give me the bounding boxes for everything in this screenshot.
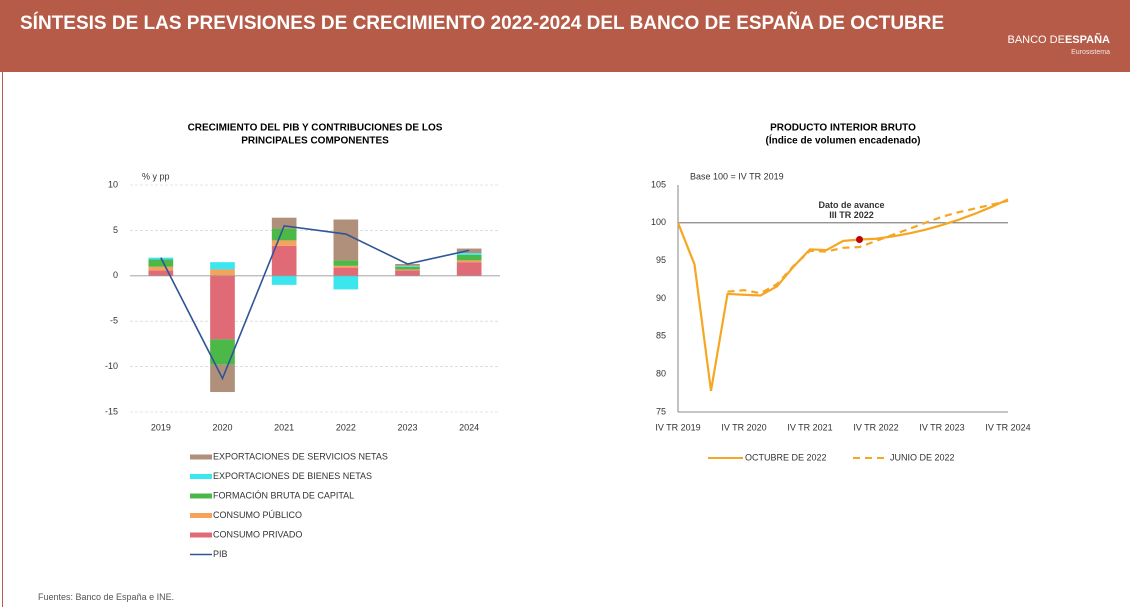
series-line — [727, 199, 1009, 295]
bar-segment — [456, 254, 482, 261]
bar-segment — [395, 269, 420, 271]
bar-segment — [395, 266, 420, 270]
bar-segment — [271, 245, 297, 276]
bar-segment — [271, 240, 297, 246]
y-tick-label: 80 — [656, 369, 666, 379]
legend-label: EXPORTACIONES DE BIENES NETAS — [213, 471, 372, 481]
x-tick-label: IV TR 2022 — [853, 422, 898, 432]
y-tick-label: 100 — [651, 217, 666, 227]
x-tick-label: 2021 — [274, 422, 294, 432]
legend-label: FORMACIÓN BRUTA DE CAPITAL — [213, 490, 354, 500]
chart-title: (Índice de volumen encadenado) — [765, 134, 920, 147]
y-tick-label: 75 — [656, 406, 666, 416]
chart-title: PRODUCTO INTERIOR BRUTO — [770, 123, 916, 134]
bar-segment — [271, 228, 297, 241]
x-tick-label: IV TR 2020 — [721, 422, 766, 432]
y-tick-label: -5 — [110, 316, 118, 326]
bar-segment — [456, 260, 482, 263]
legend-swatch — [190, 532, 212, 538]
bar-segment — [333, 219, 359, 261]
legend-label: CONSUMO PRIVADO — [213, 529, 302, 539]
y-tick-label: 10 — [108, 179, 118, 189]
bar-segment — [148, 259, 174, 267]
bar-segment — [456, 253, 482, 255]
chart-title: PRINCIPALES COMPONENTES — [241, 136, 389, 147]
y-axis-label: Base 100 = IV TR 2019 — [690, 171, 784, 181]
y-tick-label: 90 — [656, 293, 666, 303]
frame-line — [2, 72, 3, 607]
bar-segment — [395, 270, 420, 276]
bar-segment — [148, 270, 174, 276]
bar-segment — [395, 265, 420, 267]
legend-swatch — [190, 474, 212, 479]
y-axis-label: % y pp — [142, 171, 170, 181]
bar-segment — [271, 217, 297, 229]
legend-label: OCTUBRE DE 2022 — [745, 452, 827, 462]
legend-label: EXPORTACIONES DE SERVICIOS NETAS — [213, 451, 388, 461]
bar-segment — [210, 262, 235, 270]
y-tick-label: 105 — [651, 179, 666, 189]
x-tick-label: IV TR 2023 — [919, 422, 964, 432]
legend-label: CONSUMO PÚBLICO — [213, 510, 302, 520]
bar-segment — [271, 275, 297, 285]
y-tick-label: -10 — [105, 361, 118, 371]
slide-title: SÍNTESIS DE LAS PREVISIONES DE CRECIMIEN… — [20, 13, 945, 34]
bar-segment — [333, 275, 359, 290]
bar-segment — [210, 269, 235, 276]
logo-bold: ESPAÑA — [1064, 34, 1110, 46]
logo-light: BANCO DE — [1007, 34, 1065, 46]
logo: BANCO DEESPAÑA Eurosistema — [1008, 34, 1111, 56]
x-tick-label: 2019 — [151, 422, 171, 432]
y-tick-label: 95 — [656, 255, 666, 265]
x-tick-label: 2020 — [212, 422, 232, 432]
x-tick-label: IV TR 2024 — [985, 422, 1030, 432]
y-tick-label: -15 — [105, 406, 118, 416]
series-line — [160, 224, 470, 381]
y-tick-label: 5 — [113, 225, 118, 235]
annotation: Dato de avance — [818, 200, 884, 210]
logo-sub: Eurosistema — [1071, 49, 1110, 56]
x-tick-label: 2024 — [459, 422, 479, 432]
bar-segment — [333, 265, 359, 268]
annotation: III TR 2022 — [829, 210, 874, 220]
bar-segment — [333, 267, 359, 276]
y-tick-label: 85 — [656, 331, 666, 341]
x-tick-label: 2022 — [336, 422, 356, 432]
bar-segment — [210, 275, 235, 340]
bar-segment — [148, 266, 174, 271]
legend-swatch — [190, 513, 212, 518]
x-tick-label: IV TR 2019 — [655, 422, 700, 432]
y-tick-label: 0 — [113, 270, 118, 280]
header-bar: SÍNTESIS DE LAS PREVISIONES DE CRECIMIEN… — [0, 0, 1130, 72]
x-tick-label: IV TR 2021 — [787, 422, 832, 432]
highlight-point — [856, 235, 863, 243]
legend-swatch — [190, 454, 212, 460]
bar-segment — [395, 263, 420, 266]
x-tick-label: 2023 — [397, 422, 417, 432]
source-note: Fuentes: Banco de España e INE. — [38, 592, 175, 602]
legend-swatch — [190, 493, 212, 499]
bar-segment — [456, 262, 482, 276]
bar-segment — [333, 260, 359, 266]
chart-title: CRECIMIENTO DEL PIB Y CONTRIBUCIONES DE … — [188, 123, 443, 134]
series-line — [676, 198, 1009, 391]
legend-label: PIB — [213, 549, 228, 559]
legend-label: JUNIO DE 2022 — [890, 452, 955, 462]
